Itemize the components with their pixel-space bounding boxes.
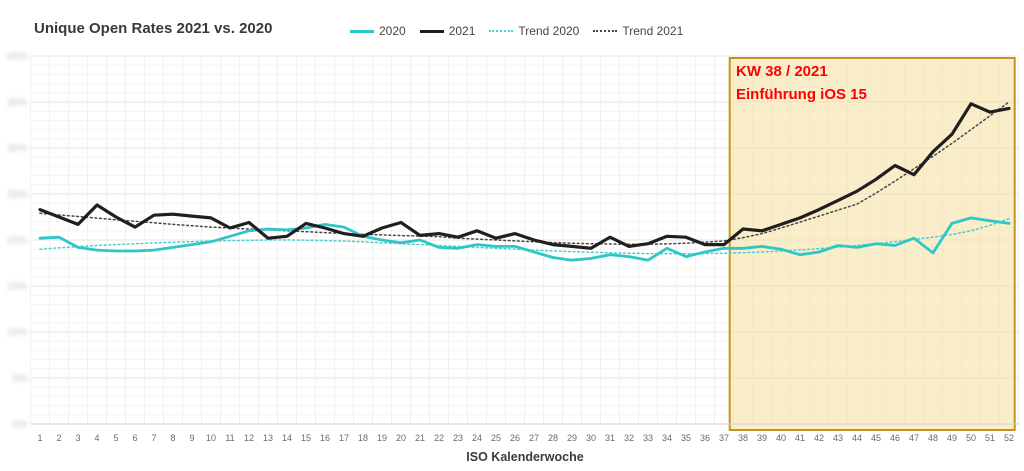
y-axis-label-blurred: 20%: [7, 236, 27, 247]
x-tick-label: 25: [491, 433, 501, 443]
annotation-line-2: Einführung iOS 15: [736, 85, 867, 103]
legend-item-2021[interactable]: 2021: [419, 24, 476, 38]
x-tick-label: 17: [339, 433, 349, 443]
x-tick-label: 18: [358, 433, 368, 443]
x-tick-label: 45: [871, 433, 881, 443]
legend-line-swatch-trend-2020-icon: [489, 30, 514, 32]
legend-label-2020: 2020: [379, 24, 406, 38]
legend-item-trend-2021[interactable]: Trend 2021: [593, 24, 683, 38]
x-tick-label: 31: [605, 433, 615, 443]
x-tick-label: 9: [189, 433, 194, 443]
x-tick-label: 21: [415, 433, 425, 443]
x-tick-label: 4: [94, 433, 99, 443]
line-2020: [38, 216, 1011, 262]
x-tick-label: 49: [947, 433, 957, 443]
x-tick-label: 50: [966, 433, 976, 443]
x-tick-label: 43: [833, 433, 843, 443]
y-axis-label-blurred: 5%: [13, 374, 28, 385]
line-trend-2021: [39, 101, 1010, 245]
y-axis-label-blurred: 25%: [7, 190, 27, 201]
x-tick-label: 7: [151, 433, 156, 443]
x-tick-label: 5: [113, 433, 118, 443]
y-axis-label-blurred: 0%: [13, 420, 28, 431]
x-tick-label: 23: [453, 433, 463, 443]
x-tick-label: 22: [434, 433, 444, 443]
x-tick-label: 40: [776, 433, 786, 443]
x-tick-label: 12: [244, 433, 254, 443]
x-tick-label: 8: [170, 433, 175, 443]
x-tick-label: 30: [586, 433, 596, 443]
x-tick-label: 37: [719, 433, 729, 443]
x-axis-title: ISO Kalenderwoche: [466, 450, 584, 464]
y-axis-label-blurred: 35%: [7, 98, 27, 109]
x-tick-label: 14: [282, 433, 292, 443]
x-tick-label: 29: [567, 433, 577, 443]
chart-title: Unique Open Rates 2021 vs. 2020: [34, 20, 273, 37]
legend-item-trend-2020[interactable]: Trend 2020: [489, 24, 579, 38]
legend-label-trend-2021: Trend 2021: [622, 24, 684, 38]
x-tick-label: 52: [1004, 433, 1014, 443]
legend-line-swatch-2020-icon: [350, 29, 374, 33]
x-tick-label: 13: [263, 433, 273, 443]
x-tick-label: 15: [301, 433, 311, 443]
legend-line-swatch-trend-2021-icon: [593, 30, 618, 32]
highlight-annotation: KW 38 / 2021 Einführung iOS 15: [736, 61, 867, 106]
x-tick-label: 26: [510, 433, 520, 443]
x-tick-label: 6: [132, 433, 137, 443]
x-tick-label: 34: [662, 433, 672, 443]
x-tick-label: 20: [396, 433, 406, 443]
x-tick-label: 24: [472, 433, 482, 443]
x-tick-label: 48: [928, 433, 938, 443]
y-axis-label-blurred: 40%: [7, 52, 27, 63]
legend-line-swatch-2021-icon: [419, 29, 444, 33]
x-tick-label: 47: [909, 433, 919, 443]
x-tick-label: 38: [738, 433, 748, 443]
x-tick-label: 10: [206, 433, 216, 443]
annotation-line-1: KW 38 / 2021: [736, 63, 828, 80]
x-tick-label: 28: [548, 433, 558, 443]
x-tick-label: 39: [757, 433, 767, 443]
x-tick-label: 42: [814, 433, 824, 443]
legend-item-2020[interactable]: 2020: [350, 24, 406, 38]
line-2021: [38, 102, 1011, 250]
x-tick-label: 33: [643, 433, 653, 443]
legend-label-2021: 2021: [448, 24, 476, 38]
x-tick-label: 2: [56, 433, 61, 443]
y-axis-label-blurred: 30%: [7, 144, 27, 155]
x-tick-label: 1: [37, 433, 42, 443]
x-tick-label: 32: [624, 433, 634, 443]
legend-label-trend-2020: Trend 2020: [518, 24, 580, 38]
x-tick-label: 51: [985, 433, 995, 443]
x-tick-label: 46: [890, 433, 900, 443]
x-tick-label: 44: [852, 433, 862, 443]
x-tick-label: 35: [681, 433, 691, 443]
x-tick-label: 16: [320, 433, 330, 443]
x-tick-label: 27: [529, 433, 539, 443]
x-tick-label: 36: [700, 433, 710, 443]
y-axis-label-blurred: 10%: [7, 328, 27, 339]
x-tick-label: 3: [75, 433, 80, 443]
y-axis-label-blurred: 15%: [7, 282, 27, 293]
x-tick-label: 41: [795, 433, 805, 443]
chart-legend: 2020 2021 Trend 2020 Trend 2021: [350, 24, 683, 38]
x-tick-label: 19: [377, 433, 387, 443]
x-tick-label: 11: [225, 433, 234, 443]
